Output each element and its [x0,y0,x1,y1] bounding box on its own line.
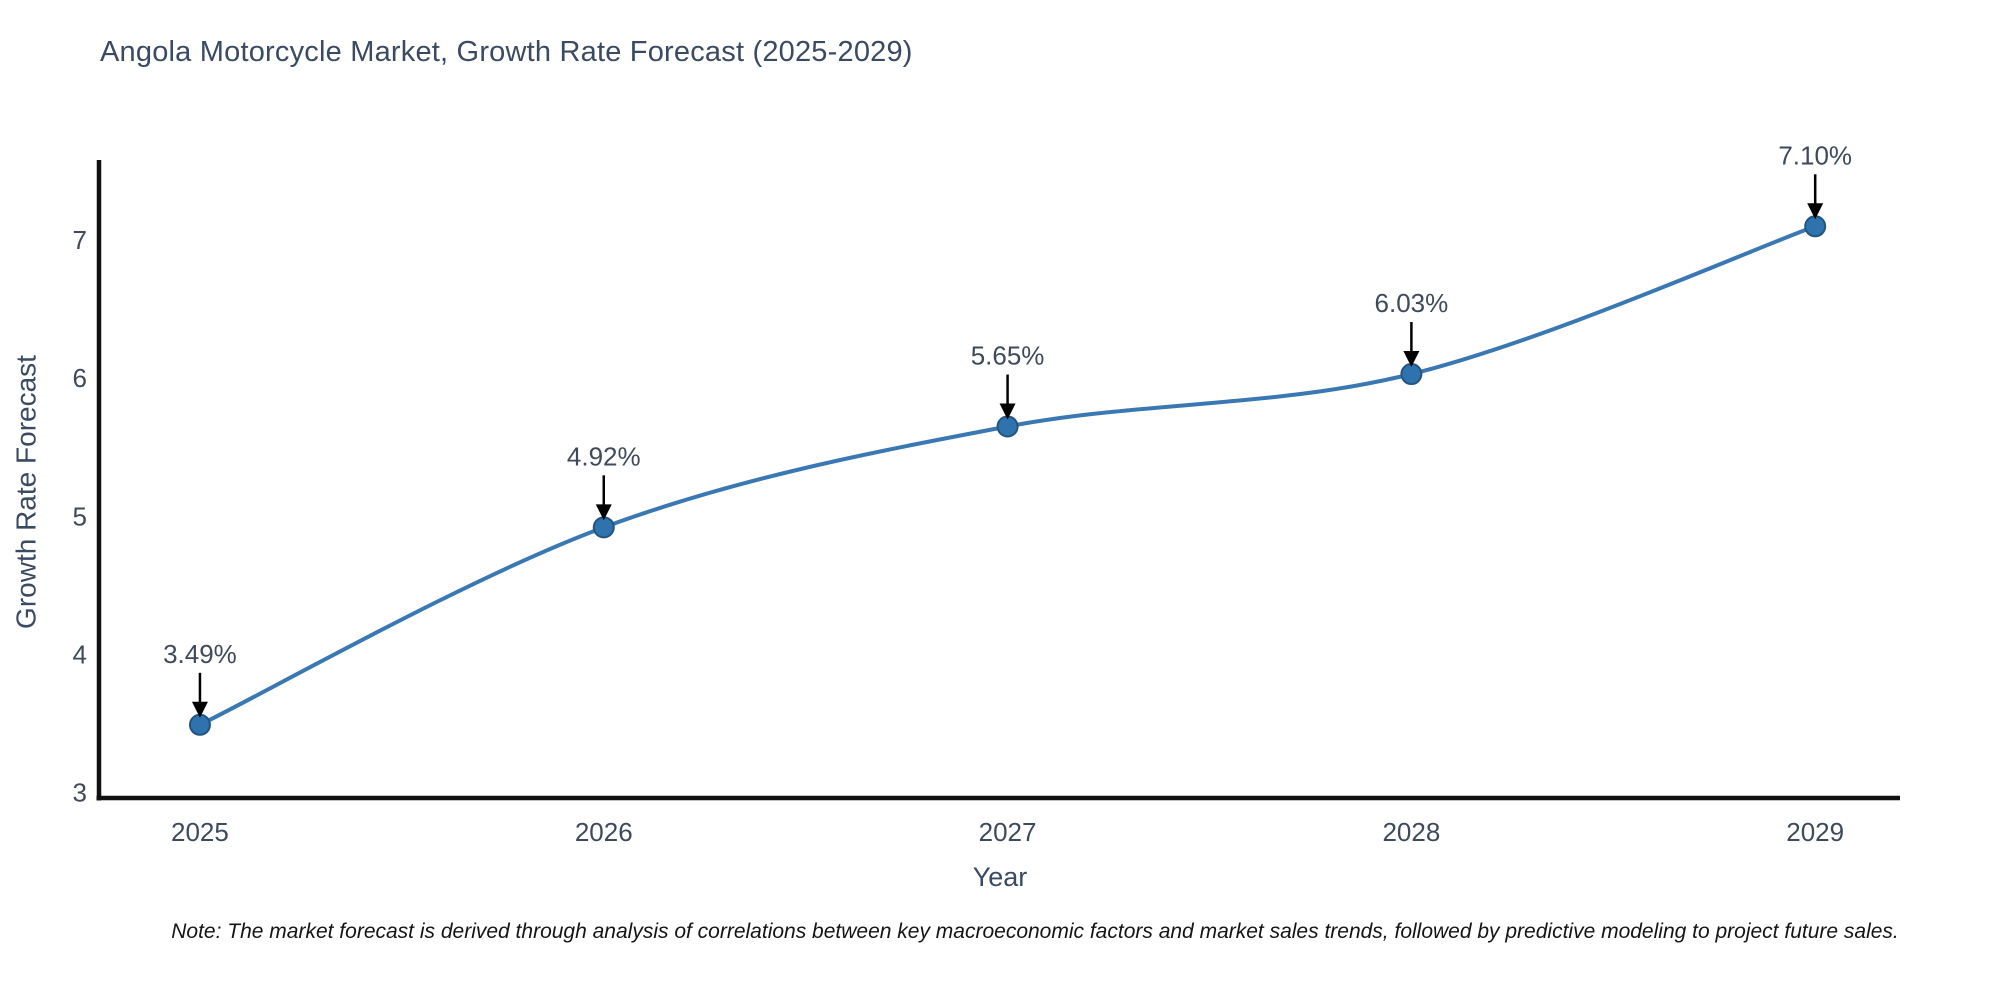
x-tick-label: 2025 [171,817,229,847]
y-tick-label: 5 [73,501,87,531]
data-point-label: 4.92% [567,441,641,471]
x-tick-label: 2026 [575,817,633,847]
y-tick-label: 6 [73,363,87,393]
data-point-label: 7.10% [1778,140,1852,170]
annotation-arrow-head [999,403,1016,420]
chart-footnote: Note: The market forecast is derived thr… [171,920,1899,943]
y-tick-label: 3 [73,777,87,807]
x-axis-label: Year [972,862,1028,892]
x-tick-label: 2028 [1382,817,1440,847]
data-point-label: 5.65% [971,341,1045,371]
y-tick-label: 7 [73,225,87,255]
data-point-label: 6.03% [1375,288,1449,318]
x-tick-label: 2027 [979,817,1037,847]
growth-rate-line [197,224,1818,727]
annotation-arrow-head [1403,351,1420,368]
chart-title: Angola Motorcycle Market, Growth Rate Fo… [100,36,913,68]
x-tick-label: 2029 [1786,817,1844,847]
annotation-arrow-head [191,701,208,718]
annotation-arrow-head [595,504,612,521]
data-point-label: 3.49% [163,639,237,669]
annotation-arrow-head [1807,203,1824,220]
y-tick-label: 4 [73,639,87,669]
y-axis-label: Growth Rate Forecast [10,355,42,629]
